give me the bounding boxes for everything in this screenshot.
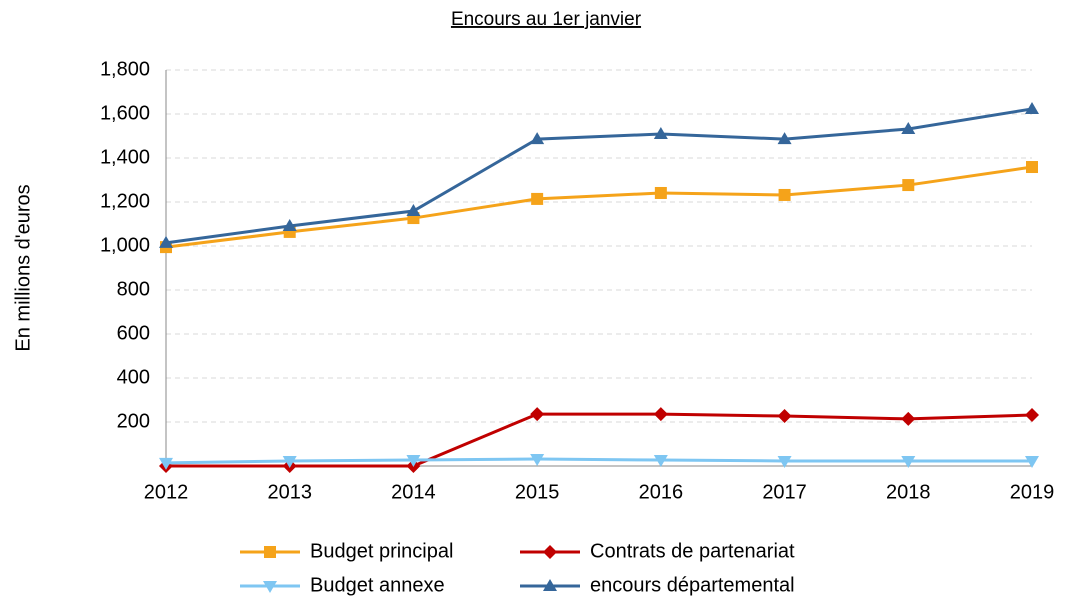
legend-label: Budget principal bbox=[310, 540, 453, 562]
series-line bbox=[165, 457, 1032, 465]
data-point bbox=[282, 455, 297, 468]
y-tick-label: 1,800 bbox=[100, 58, 150, 80]
data-point bbox=[778, 188, 791, 201]
legend-label: encours départemental bbox=[590, 574, 795, 596]
legend-marker bbox=[543, 579, 557, 591]
y-tick-label: 1,400 bbox=[100, 146, 150, 168]
y-tick-label: 1,000 bbox=[100, 234, 150, 256]
x-tick-label: 2019 bbox=[1010, 481, 1055, 503]
x-tick-label: 2014 bbox=[391, 481, 436, 503]
y-tick-label: 200 bbox=[117, 410, 150, 432]
y-tick-label: 1,200 bbox=[100, 190, 150, 212]
legend-label: Contrats de partenariat bbox=[590, 540, 795, 562]
data-point bbox=[777, 455, 792, 468]
legend-marker bbox=[263, 581, 277, 593]
data-point bbox=[1025, 101, 1039, 114]
data-point bbox=[530, 453, 545, 466]
series-line bbox=[165, 165, 1033, 249]
data-point bbox=[901, 411, 916, 426]
data-point bbox=[406, 204, 421, 217]
data-point bbox=[159, 457, 173, 470]
legend-marker bbox=[543, 545, 557, 559]
legend-label: Budget annexe bbox=[310, 574, 445, 596]
x-tick-label: 2018 bbox=[886, 481, 931, 503]
data-point bbox=[777, 409, 792, 424]
data-point bbox=[530, 407, 545, 422]
y-tick-label: 800 bbox=[117, 278, 150, 300]
data-point bbox=[777, 132, 792, 145]
data-point bbox=[1025, 407, 1039, 422]
x-tick-label: 2017 bbox=[762, 481, 807, 503]
y-tick-label: 400 bbox=[117, 366, 150, 388]
x-tick-label: 2016 bbox=[639, 481, 684, 503]
x-tick-label: 2012 bbox=[144, 481, 189, 503]
data-point bbox=[1026, 161, 1038, 174]
data-point bbox=[654, 186, 667, 199]
chart-title: Encours au 1er janvier bbox=[451, 9, 642, 30]
legend-marker bbox=[264, 546, 276, 558]
data-point bbox=[282, 218, 297, 231]
data-point bbox=[653, 127, 668, 140]
data-point bbox=[1025, 455, 1039, 468]
data-point bbox=[902, 179, 915, 192]
y-tick-label: 1,600 bbox=[100, 102, 150, 124]
data-point bbox=[653, 455, 668, 468]
x-tick-label: 2013 bbox=[267, 481, 312, 503]
y-axis-label: En millions d'euros bbox=[12, 184, 34, 351]
data-point bbox=[901, 455, 916, 468]
data-point bbox=[406, 455, 421, 468]
data-point bbox=[901, 121, 916, 134]
series-line bbox=[166, 412, 1033, 468]
y-tick-label: 600 bbox=[117, 322, 150, 344]
data-point bbox=[530, 132, 545, 145]
data-point bbox=[159, 235, 173, 248]
x-tick-label: 2015 bbox=[515, 481, 560, 503]
series-line bbox=[165, 107, 1033, 245]
data-point bbox=[531, 192, 544, 205]
data-point bbox=[653, 407, 668, 422]
